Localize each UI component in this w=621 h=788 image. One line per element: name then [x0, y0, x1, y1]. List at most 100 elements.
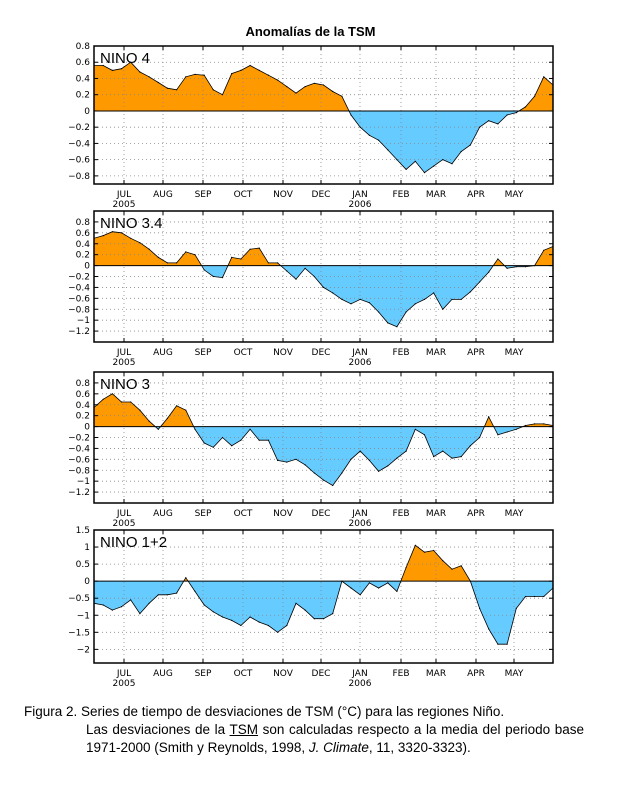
- y-tick-label: −0.8: [68, 305, 90, 315]
- data-point: [258, 439, 260, 441]
- data-point: [506, 431, 508, 433]
- data-point: [258, 69, 260, 71]
- data-point: [451, 163, 453, 165]
- data-point: [277, 631, 279, 633]
- data-point: [277, 79, 279, 81]
- caption-part-b: son calculadas respecto a la media del p…: [86, 722, 584, 755]
- data-point: [139, 71, 141, 73]
- data-point: [258, 621, 260, 623]
- x-tick-label: AUG: [153, 190, 173, 200]
- y-tick-label: −0.6: [68, 156, 90, 166]
- data-point: [185, 577, 187, 579]
- data-point: [460, 565, 462, 567]
- data-point: [488, 271, 490, 273]
- data-point: [111, 69, 113, 71]
- figure-caption: Figura 2. Series de tiempo de desviacion…: [24, 703, 584, 757]
- chart-title: Anomalías de la TSM: [245, 24, 376, 39]
- data-point: [166, 417, 168, 419]
- data-point: [102, 64, 104, 67]
- data-point: [414, 428, 416, 430]
- data-point: [414, 160, 416, 162]
- data-point: [176, 89, 178, 91]
- data-point: [524, 595, 527, 598]
- data-point: [203, 442, 205, 444]
- data-point: [479, 126, 481, 128]
- y-tick-label: −1.2: [68, 327, 90, 337]
- data-point: [387, 465, 389, 467]
- x-tick-label: NOV: [273, 669, 294, 679]
- data-point: [479, 281, 481, 283]
- x-tick-label: APR: [467, 348, 485, 358]
- x-tick-label: AUG: [153, 669, 173, 679]
- data-point: [102, 604, 104, 606]
- data-point: [460, 456, 462, 458]
- year-label: 2006: [349, 519, 372, 529]
- year-label: 2005: [113, 519, 136, 529]
- data-point: [341, 472, 343, 474]
- data-point: [194, 428, 196, 430]
- data-point: [359, 126, 361, 128]
- x-tick-label: APR: [467, 190, 485, 200]
- negative-area: [155, 426, 523, 486]
- x-tick-label: JUL: [116, 509, 131, 519]
- data-point: [387, 149, 389, 151]
- y-tick-label: 0.8: [76, 218, 91, 228]
- data-point: [157, 81, 159, 84]
- x-tick-label: MAR: [426, 348, 446, 358]
- y-tick-label: 1: [84, 543, 90, 553]
- data-point: [378, 139, 380, 141]
- data-point: [194, 254, 196, 256]
- data-point: [433, 456, 435, 458]
- data-point: [423, 172, 426, 174]
- data-point: [102, 235, 104, 237]
- data-point: [221, 616, 224, 618]
- data-point: [240, 624, 242, 627]
- data-point: [313, 82, 315, 84]
- x-tick-label: MAY: [505, 348, 524, 358]
- data-point: [221, 94, 224, 96]
- y-tick-label: 0.2: [76, 412, 90, 422]
- x-tick-label: FEB: [392, 669, 409, 679]
- x-tick-label: JUL: [116, 348, 131, 358]
- x-tick-label: MAY: [505, 509, 524, 519]
- data-point: [231, 73, 233, 75]
- y-tick-label: 1.5: [76, 526, 90, 536]
- x-tick-label: APR: [467, 509, 485, 519]
- data-point: [497, 643, 499, 645]
- data-point: [240, 439, 242, 441]
- y-tick-label: 0.6: [76, 229, 91, 239]
- data-point: [313, 472, 315, 474]
- y-tick-label: −1: [77, 611, 90, 621]
- data-point: [368, 134, 370, 136]
- data-point: [194, 73, 196, 75]
- y-tick-label: 0.2: [76, 91, 90, 101]
- data-point: [240, 258, 242, 260]
- positive-area: [94, 231, 553, 266]
- data-point: [203, 604, 205, 606]
- data-point: [378, 311, 380, 313]
- data-point: [221, 277, 224, 279]
- data-point: [423, 298, 426, 300]
- data-point: [304, 464, 306, 466]
- data-point: [488, 120, 490, 122]
- data-point: [203, 74, 205, 76]
- chart-panel: 1.5 1 0.5 0 −0.5 −1 −1.5 −2 JUL AUG SEP OCT NOV DEC JA…: [68, 526, 554, 689]
- data-point: [378, 470, 380, 472]
- data-point: [295, 458, 297, 460]
- y-tick-label: −0.4: [68, 283, 90, 293]
- data-point: [304, 267, 306, 269]
- data-point: [368, 302, 370, 304]
- y-tick-label: −1.2: [68, 488, 90, 498]
- panel-title: NINO 3.4: [100, 215, 163, 232]
- data-point: [534, 95, 536, 97]
- data-point: [515, 266, 517, 268]
- data-point: [231, 445, 233, 447]
- x-tick-label: AUG: [153, 509, 173, 519]
- data-point: [543, 249, 545, 251]
- x-tick-label: FEB: [392, 190, 409, 200]
- data-point: [350, 587, 352, 589]
- data-point: [497, 123, 499, 125]
- x-tick-label: JUL: [116, 190, 131, 200]
- data-point: [350, 114, 352, 116]
